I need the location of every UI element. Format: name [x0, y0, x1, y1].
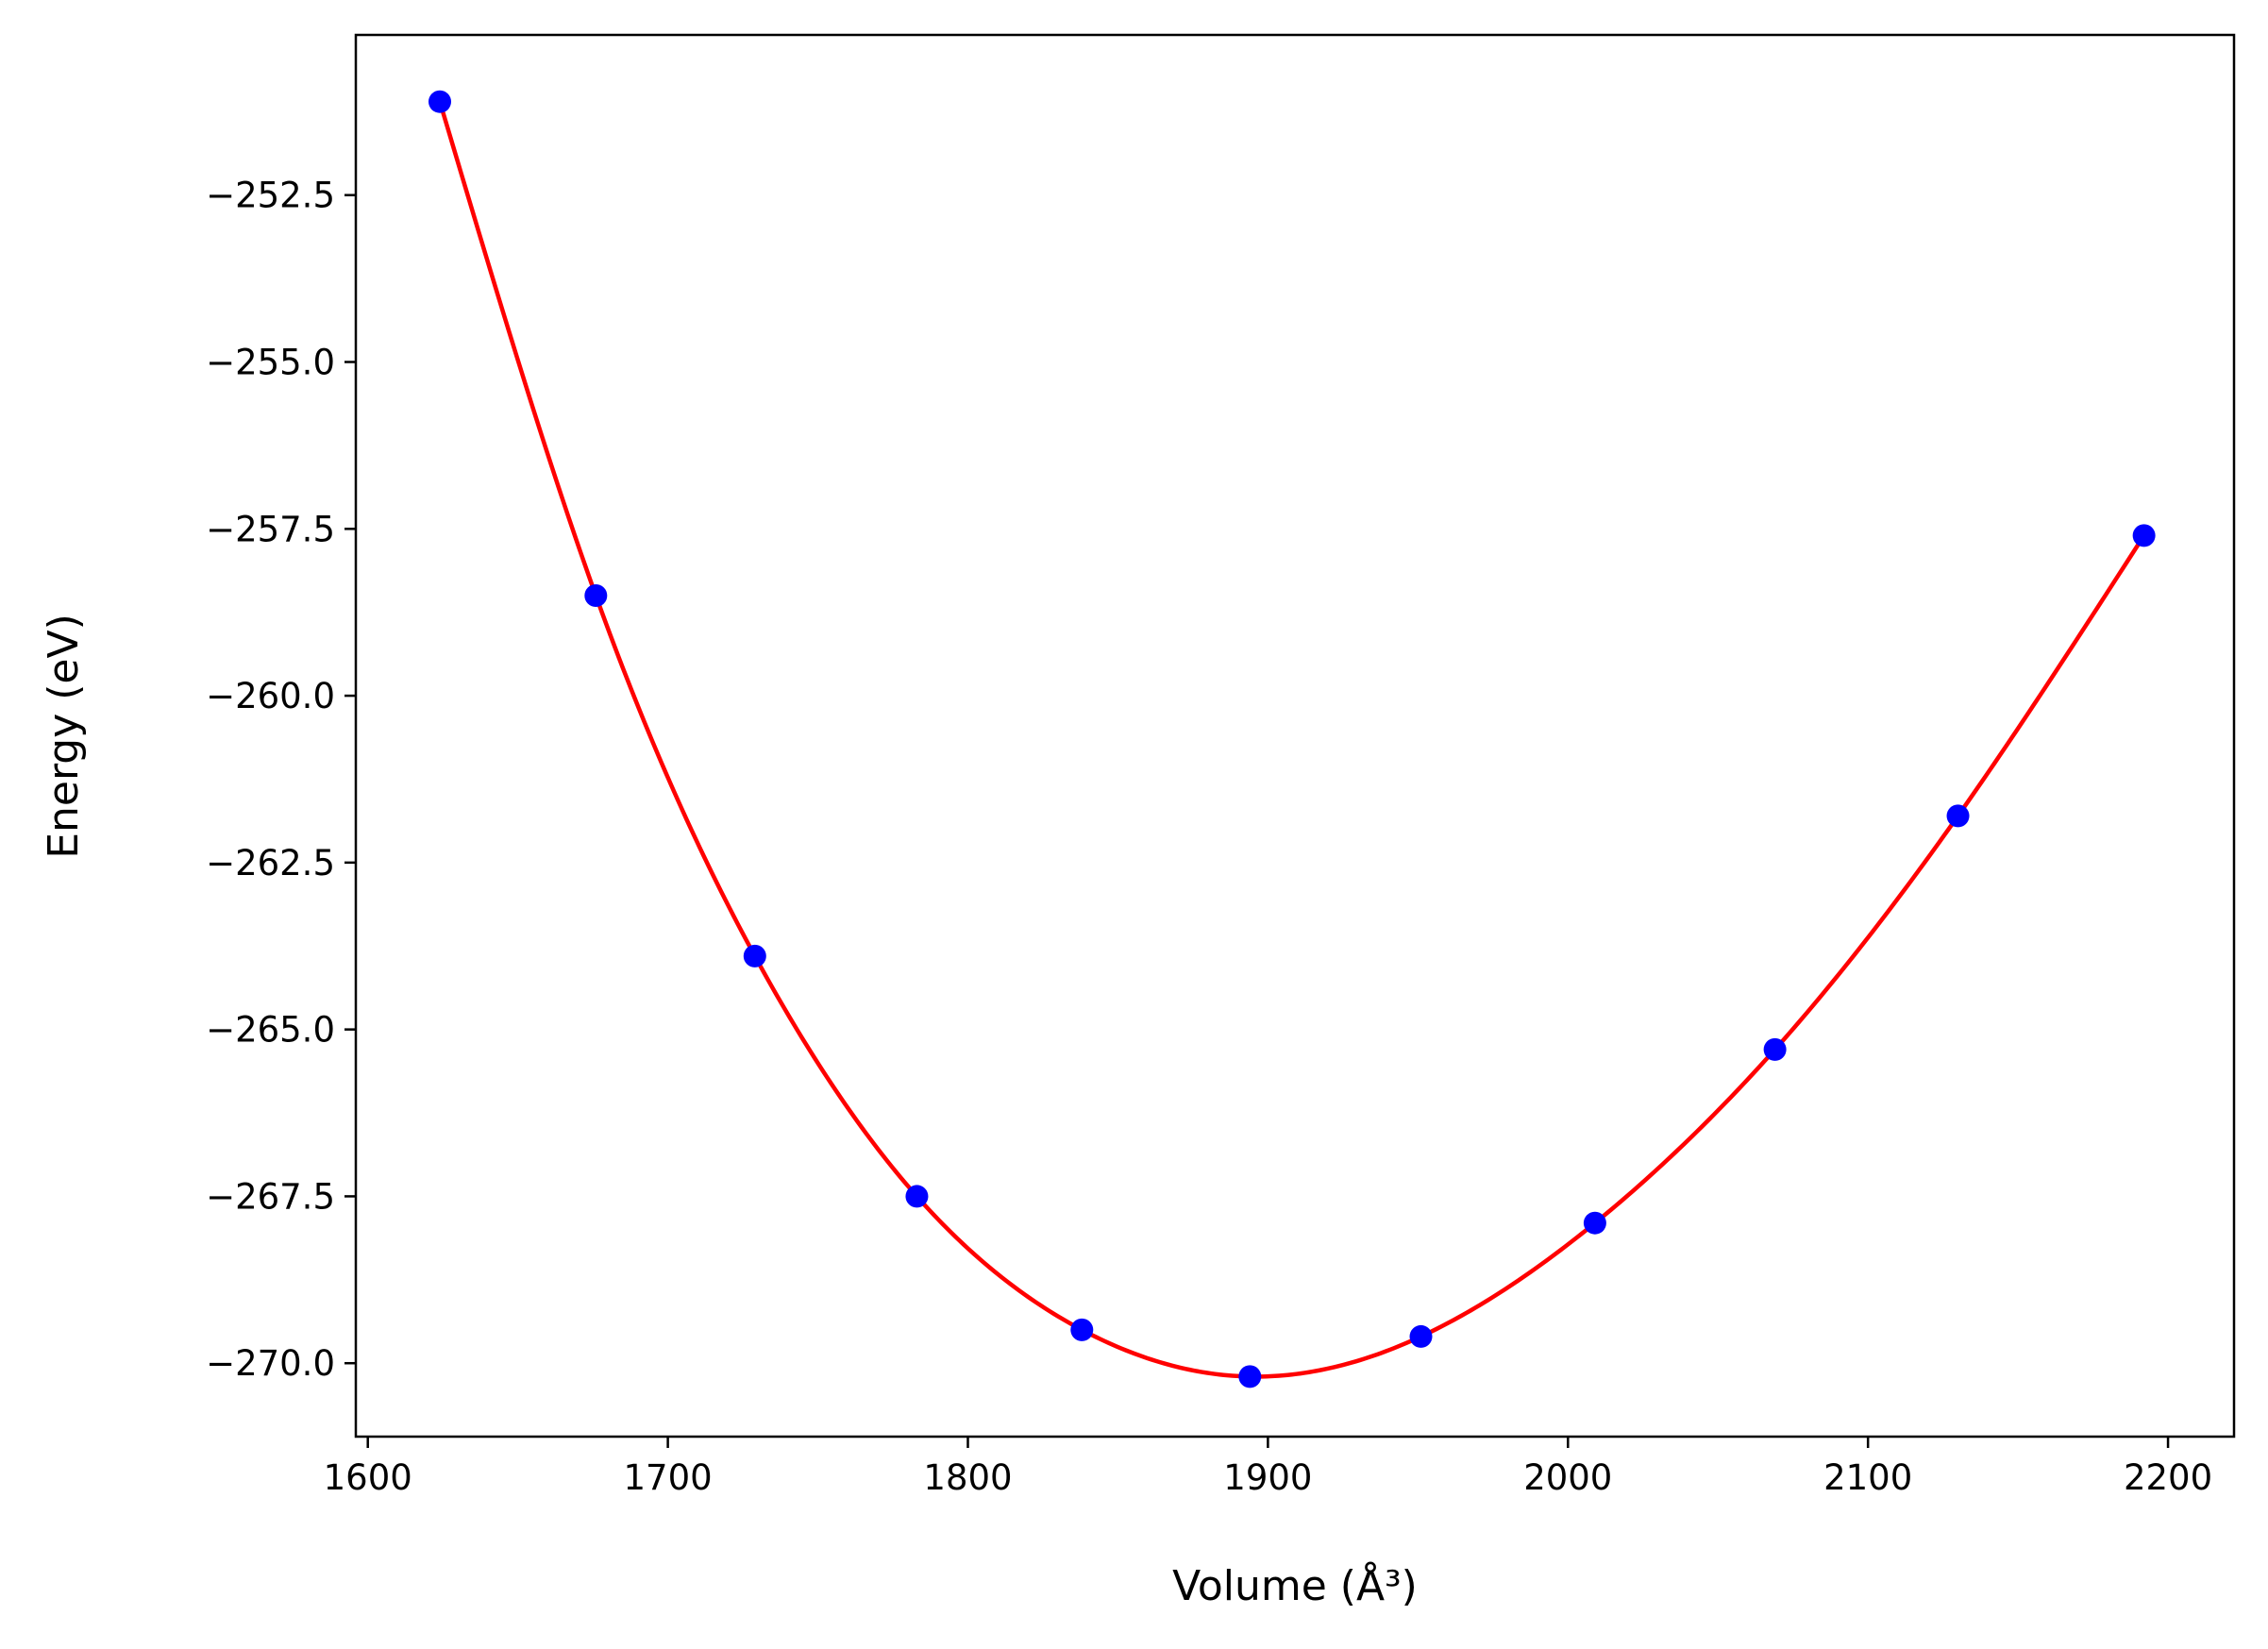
data-points-layer: [428, 90, 2156, 1388]
x-tick-label: 1600: [324, 1457, 412, 1498]
x-tick-label: 2100: [1823, 1457, 1912, 1498]
y-axis-label: Energy (eV): [40, 614, 88, 859]
data-point: [2132, 524, 2156, 547]
plot-background: [356, 35, 2234, 1437]
x-tick-label: 1900: [1223, 1457, 1312, 1498]
data-point: [1409, 1324, 1433, 1348]
data-point: [1238, 1365, 1262, 1388]
data-point: [1070, 1318, 1094, 1341]
y-tick-label: −267.5: [206, 1176, 335, 1217]
fit-curve-layer: [437, 101, 2146, 1379]
x-tick-label: 2200: [2124, 1457, 2212, 1498]
x-tick-label: 1700: [624, 1457, 713, 1498]
data-point: [428, 90, 452, 113]
y-tick-label: −265.0: [206, 1010, 335, 1051]
data-point: [1946, 804, 1970, 828]
x-axis-ticks: 1600 1700 1800 1900 2000 2100 2200: [324, 1437, 2212, 1498]
plot-frame: [354, 33, 2236, 1439]
data-point: [905, 1185, 929, 1208]
y-tick-label: −262.5: [206, 843, 335, 883]
x-tick-label: 2000: [1523, 1457, 1612, 1498]
y-tick-label: −252.5: [206, 176, 335, 216]
fit-curve: [437, 101, 2146, 1379]
data-point: [1583, 1211, 1606, 1235]
data-point: [1763, 1037, 1787, 1061]
y-tick-label: −255.0: [206, 343, 335, 383]
y-tick-label: −270.0: [206, 1343, 335, 1384]
y-tick-label: −260.0: [206, 676, 335, 716]
data-point: [743, 944, 766, 968]
y-tick-label: −257.5: [206, 509, 335, 549]
x-axis-label: Volume (Å³): [1172, 1560, 1418, 1610]
x-tick-label: 1800: [923, 1457, 1012, 1498]
y-axis-ticks: −252.5 −255.0 −257.5 −260.0 −262.5 −265.0 −267…: [206, 176, 356, 1384]
data-point: [584, 584, 608, 607]
